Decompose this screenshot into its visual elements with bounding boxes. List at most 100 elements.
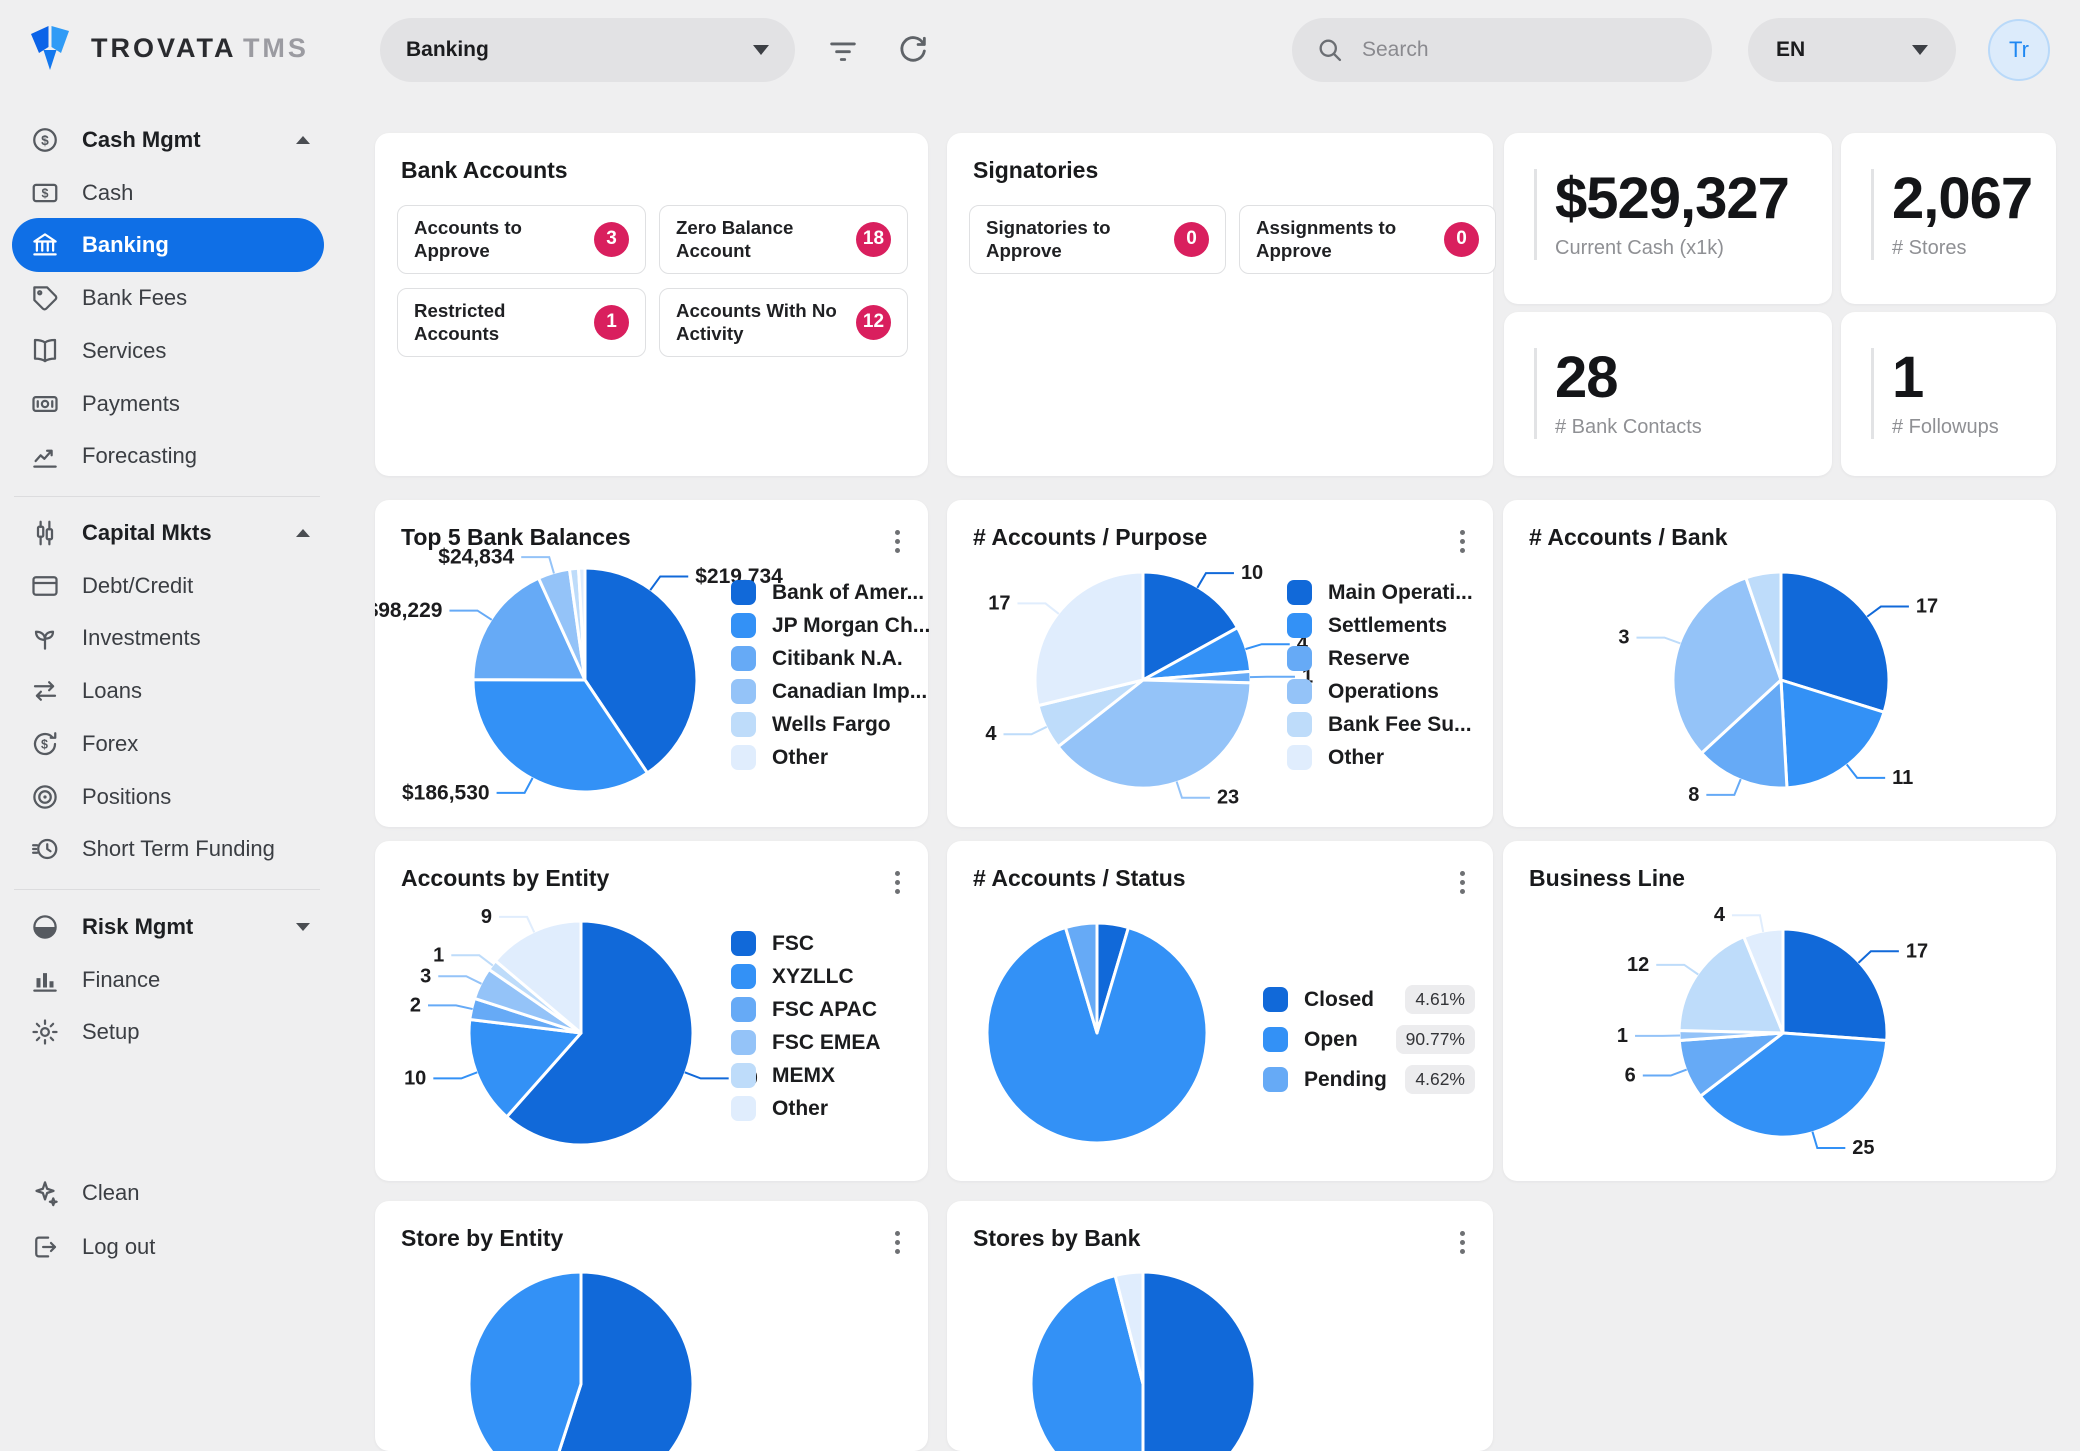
sidebar-item-label: Risk Mgmt <box>82 914 193 940</box>
sidebar-item-forecasting[interactable]: Forecasting <box>0 429 336 483</box>
callout-line <box>449 611 491 620</box>
callout-line <box>1867 607 1909 617</box>
card-store-by-entity: Store by Entity <box>375 1201 928 1451</box>
slice-label: $98,229 <box>375 599 442 622</box>
legend-label: FSC EMEA <box>772 1031 881 1055</box>
search-bar[interactable] <box>1292 18 1712 82</box>
svg-text:$: $ <box>41 737 48 751</box>
svg-text:$: $ <box>41 133 49 148</box>
legend-label: Canadian Imp... <box>772 680 927 704</box>
legend-item: FSC <box>731 931 881 956</box>
legend-label: Closed <box>1304 988 1374 1012</box>
legend-item: Reserve <box>1287 646 1473 671</box>
legend-item: FSC EMEA <box>731 1030 881 1055</box>
refresh-icon <box>896 34 930 68</box>
callout-line <box>685 1072 729 1078</box>
sparkle-icon <box>30 1178 60 1208</box>
pie-slice[interactable] <box>1143 1272 1255 1451</box>
sidebar-item-label: Bank Fees <box>82 285 187 311</box>
circle-dollar-icon: $ <box>30 125 60 155</box>
sidebar-item-investments[interactable]: Investments <box>0 611 336 665</box>
chevron-up-icon <box>296 136 310 144</box>
legend-item: MEMX <box>731 1063 881 1088</box>
fx-icon: $ <box>30 729 60 759</box>
language-selector[interactable]: EN <box>1748 18 1956 82</box>
legend-label: Settlements <box>1328 614 1447 638</box>
legend-item: Citibank N.A. <box>731 646 930 671</box>
legend-label: Other <box>772 746 828 770</box>
sidebar-item-setup[interactable]: Setup <box>0 1005 336 1059</box>
count-badge: 1 <box>594 305 629 340</box>
legend-percent: 4.62% <box>1405 1065 1475 1094</box>
card-menu-button[interactable] <box>891 526 904 557</box>
sidebar-item-loans[interactable]: Loans <box>0 664 336 718</box>
sidebar-item-clean[interactable]: Clean <box>0 1166 336 1220</box>
trovata-logo-icon <box>27 24 73 72</box>
module-selector[interactable]: Banking <box>380 18 795 82</box>
legend-swatch <box>731 931 756 956</box>
slice-label: 10 <box>404 1067 426 1089</box>
sidebar-item-label: Log out <box>82 1234 155 1260</box>
sidebar-item-banking[interactable]: Banking <box>12 218 324 272</box>
card-menu-button[interactable] <box>1456 526 1469 557</box>
legend-label: Wells Fargo <box>772 713 891 737</box>
refresh-button[interactable] <box>896 34 930 68</box>
chevron-up-icon <box>296 529 310 537</box>
search-input[interactable] <box>1360 37 1664 63</box>
sidebar-item-risk-mgmt[interactable]: Risk Mgmt <box>0 900 336 954</box>
callout-line <box>1636 638 1680 644</box>
sidebar-item-label: Banking <box>82 232 169 258</box>
legend-item: Bank Fee Su... <box>1287 712 1473 737</box>
card-menu-button[interactable] <box>1456 867 1469 898</box>
sidebar-item-finance[interactable]: Finance <box>0 953 336 1007</box>
slice-label: 3 <box>420 965 431 987</box>
slice-label: 4 <box>985 723 997 745</box>
sidebar-item-cash[interactable]: $Cash <box>0 166 336 220</box>
card-menu-button[interactable] <box>891 1227 904 1258</box>
kpi-label: # Bank Contacts <box>1555 416 1832 439</box>
kpi-label: # Followups <box>1892 416 2056 439</box>
legend-item: Other <box>731 745 930 770</box>
kpi-current-cash: $529,327 Current Cash (x1k) <box>1504 133 1832 304</box>
callout-line <box>499 917 534 932</box>
sidebar-item-bank-fees[interactable]: Bank Fees <box>0 271 336 325</box>
sidebar-item-payments[interactable]: Payments <box>0 377 336 431</box>
card-stores-by-bank: Stores by Bank <box>947 1201 1493 1451</box>
sidebar-item-debt-credit[interactable]: Debt/Credit <box>0 559 336 613</box>
slice-label: 17 <box>1906 940 1928 962</box>
legend-item: Operations <box>1287 679 1473 704</box>
slice-label: 3 <box>1618 627 1629 649</box>
sidebar-item-label: Forecasting <box>82 443 197 469</box>
pie-slice[interactable] <box>1783 929 1887 1041</box>
chevron-down-icon <box>753 45 769 55</box>
slice-label: 11 <box>1892 767 1913 789</box>
slice-label: 8 <box>1688 784 1699 806</box>
sidebar-item-short-term-funding[interactable]: Short Term Funding <box>0 822 336 876</box>
sidebar-item-label: Short Term Funding <box>82 836 275 862</box>
sidebar-item-cash-mgmt[interactable]: $Cash Mgmt <box>0 113 336 167</box>
clock-icon <box>30 834 60 864</box>
sidebar-item-log-out[interactable]: Log out <box>0 1220 336 1274</box>
sidebar-item-forex[interactable]: $Forex <box>0 717 336 771</box>
filter-button[interactable] <box>826 34 860 68</box>
sidebar-item-positions[interactable]: Positions <box>0 770 336 824</box>
card-menu-button[interactable] <box>891 867 904 898</box>
legend-label: XYZLLC <box>772 965 854 989</box>
legend-item: Main Operati... <box>1287 580 1473 605</box>
sidebar-item-capital-mkts[interactable]: Capital Mkts <box>0 506 336 560</box>
user-avatar[interactable]: Tr <box>1988 19 2050 81</box>
sidebar-item-services[interactable]: Services <box>0 324 336 378</box>
count-badge: 0 <box>1174 222 1209 257</box>
kpi-value: 1 <box>1892 348 2056 407</box>
legend-item: Canadian Imp... <box>731 679 930 704</box>
pie-slice[interactable] <box>469 1272 581 1451</box>
card-menu-button[interactable] <box>1456 1227 1469 1258</box>
